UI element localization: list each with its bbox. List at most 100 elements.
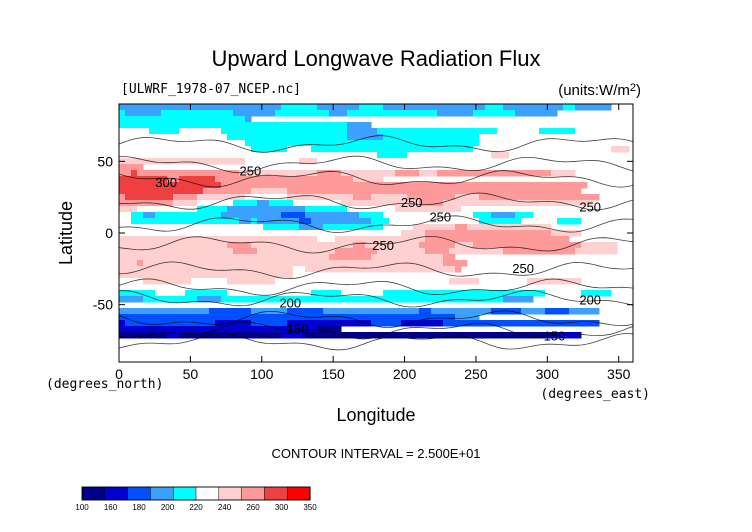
field-cell: [215, 320, 252, 327]
field-cell: [179, 176, 216, 183]
field-cell: [287, 308, 324, 315]
colorbar-swatch: [195, 486, 220, 501]
x-axis-title: Longitude: [336, 405, 415, 425]
field-cell: [143, 212, 156, 219]
field-cell: [299, 158, 318, 165]
field-cell: [281, 212, 306, 219]
field-cell: [443, 260, 468, 267]
field-cell: [335, 236, 426, 243]
field-cell: [143, 296, 198, 303]
x-tick-label: 100: [250, 366, 274, 382]
contour-line: [119, 135, 633, 153]
field-cell: [353, 194, 372, 201]
field-cell: [269, 200, 294, 207]
field-cell: [329, 110, 348, 117]
field-cell: [167, 176, 180, 183]
field-cell: [347, 206, 396, 213]
field-cell: [341, 290, 384, 297]
field-cell: [317, 236, 336, 243]
field-cell: [227, 206, 306, 213]
field-cell: [503, 248, 576, 255]
field-cell: [401, 320, 444, 327]
x-tick-label: 0: [115, 366, 123, 382]
colorbar-swatch: [241, 486, 265, 501]
field-cell: [119, 146, 252, 153]
field-cell: [311, 218, 372, 225]
field-cell: [521, 218, 558, 225]
field-cell: [317, 104, 360, 111]
field-cell: [341, 200, 420, 207]
contour-label: 200: [279, 296, 301, 311]
field-cell: [119, 248, 234, 255]
field-cell: [419, 170, 438, 177]
y-tick-label: 0: [105, 225, 113, 241]
field-cell: [143, 278, 192, 285]
contour-line: [119, 321, 633, 340]
field-cell: [227, 290, 312, 297]
field-cell: [383, 290, 546, 297]
field-cell: [233, 200, 258, 207]
field-cell: [425, 248, 450, 255]
field-cell: [461, 206, 582, 213]
field-cell: [317, 326, 342, 333]
field-cell: [323, 224, 384, 231]
y-axis: -50 0 50: [93, 153, 633, 313]
field-cell: [119, 164, 144, 171]
field-cell: [437, 170, 552, 177]
colorbar-tick-label: 300: [275, 503, 289, 512]
field-cell: [275, 110, 330, 117]
field-cell: [611, 146, 630, 153]
contour-line: [119, 192, 633, 211]
field-cell: [395, 170, 420, 177]
field-cell: [479, 134, 630, 141]
field-cell: [443, 254, 456, 261]
field-cell: [203, 188, 252, 195]
field-cell: [185, 290, 228, 297]
field-cell: [305, 212, 360, 219]
field-cell: [347, 110, 438, 117]
field-cell: [305, 206, 348, 213]
field-cell: [287, 320, 372, 327]
contour-label: 250: [372, 238, 394, 253]
field-cell: [227, 242, 252, 249]
field-cell: [239, 170, 318, 177]
field-cell: [341, 170, 396, 177]
field-cell: [245, 194, 288, 201]
field-cell: [383, 104, 486, 111]
field-cell: [509, 152, 600, 159]
contour-line: [119, 236, 633, 254]
field-cell: [119, 260, 138, 267]
field-cell: [119, 308, 210, 315]
field-cell: [119, 242, 228, 249]
field-cell: [119, 212, 132, 219]
field-cell: [197, 206, 228, 213]
field-cell: [503, 296, 534, 303]
field-cell: [383, 212, 474, 219]
colorbar-swatch: [172, 486, 197, 501]
field-cell: [575, 104, 612, 111]
field-cell: [521, 308, 546, 315]
field-cell: [479, 218, 522, 225]
field-cell: [371, 320, 402, 327]
field-cell: [563, 104, 576, 111]
field-cell: [467, 224, 552, 231]
field-cell: [119, 110, 126, 117]
field-cell: [395, 206, 462, 213]
contour-line: [119, 261, 633, 280]
contour-label: 300: [155, 175, 177, 190]
field-cell: [383, 224, 414, 231]
colorbar-tick-label: 100: [75, 503, 89, 512]
field-cell: [293, 200, 342, 207]
field-cell: [443, 320, 600, 327]
field-cell: [497, 128, 540, 135]
field-cell: [575, 128, 612, 135]
field-cell: [311, 290, 342, 297]
field-cell: [377, 248, 426, 255]
field-cell: [407, 152, 492, 159]
field-cell: [137, 206, 198, 213]
field-cell: [437, 110, 474, 117]
field-cell: [191, 278, 228, 285]
field-cell: [575, 248, 618, 255]
contour-lines: [119, 135, 633, 351]
contour-labels: 300 250 250 250 250 250 250 200 200 150 150: [155, 164, 601, 344]
